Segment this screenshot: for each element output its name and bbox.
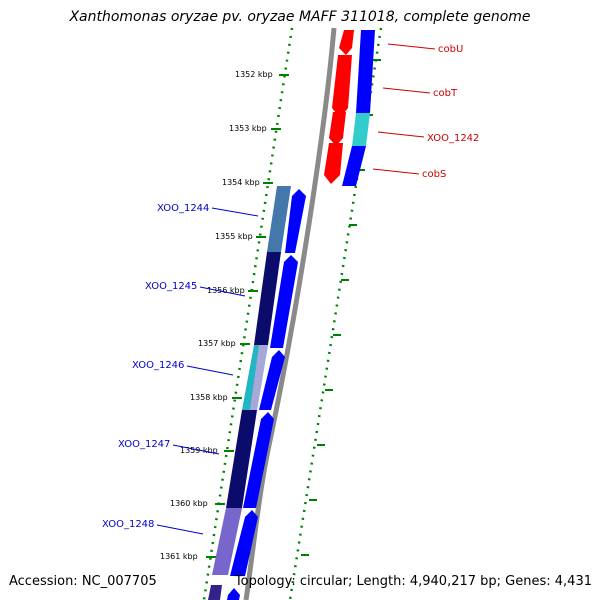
gene-arrow-6-forward[interactable] xyxy=(227,588,240,600)
lower-genes-reverse xyxy=(208,186,291,600)
gene-block-XOO_1245-reverse[interactable] xyxy=(254,252,281,345)
label-text-XOO_1246[interactable]: XOO_1246 xyxy=(132,360,184,371)
dotted-track-left xyxy=(202,27,294,600)
ruler-label-1361: 1361 kbp xyxy=(160,552,198,561)
ruler-label-1358: 1358 kbp xyxy=(190,393,228,402)
gene-block-cobT2-reverse[interactable] xyxy=(329,112,346,146)
gene-arrow-5-forward[interactable] xyxy=(230,510,258,576)
ruler-label-1354: 1354 kbp xyxy=(222,178,260,187)
ruler-tick-1352: 1352 kbp xyxy=(235,70,289,79)
topology-text: Topology: circular; Length: 4,940,217 bp… xyxy=(234,574,592,589)
label-cobU[interactable]: cobU xyxy=(387,43,463,55)
gene-block-cobT-reverse[interactable] xyxy=(332,55,352,118)
label-XOO_1242[interactable]: XOO_1242 xyxy=(377,131,479,144)
ruler-label-1356: 1356 kbp xyxy=(207,286,245,295)
label-XOO_1248[interactable]: XOO_1248 xyxy=(102,519,204,535)
label-XOO_1246[interactable]: XOO_1246 xyxy=(132,360,234,376)
gene-block-cobU-forward[interactable] xyxy=(356,30,375,113)
gene-block-cobS-reverse[interactable] xyxy=(324,143,343,184)
gene-arrow-3-forward[interactable] xyxy=(259,350,285,410)
gene-block-XOO_1247-reverse[interactable] xyxy=(226,410,257,508)
label-text-XOO_1247[interactable]: XOO_1247 xyxy=(118,439,170,450)
gene-block-cobU-reverse[interactable] xyxy=(339,30,354,55)
label-cobS[interactable]: cobS xyxy=(372,168,446,180)
gene-block-XOO_1244-reverse[interactable] xyxy=(267,186,291,252)
gene-block-XOO_1242-forward[interactable] xyxy=(352,113,370,146)
ruler-tick-1355: 1355 kbp xyxy=(215,232,266,241)
label-XOO_1247[interactable]: XOO_1247 xyxy=(118,439,220,455)
accession-text: Accession: NC_007705 xyxy=(9,574,157,589)
ruler-label-1360: 1360 kbp xyxy=(170,499,208,508)
ruler-label-1353: 1353 kbp xyxy=(229,124,267,133)
right-track-ticks xyxy=(301,59,381,556)
label-text-XOO_1242[interactable]: XOO_1242 xyxy=(427,133,479,144)
label-text-XOO_1244[interactable]: XOO_1244 xyxy=(157,203,209,214)
gene-arrow-1-forward[interactable] xyxy=(285,189,306,253)
label-XOO_1245[interactable]: XOO_1245 xyxy=(145,281,246,297)
ruler-tick-1360: 1360 kbp xyxy=(170,499,225,508)
genome-title: Xanthomonas oryzae pv. oryzae MAFF 31101… xyxy=(69,9,531,25)
upper-genes-forward xyxy=(342,30,375,186)
ruler-tick-1357: 1357 kbp xyxy=(198,339,250,348)
ruler-tick-1361: 1361 kbp xyxy=(160,552,216,561)
gene-block-cobS-forward[interactable] xyxy=(342,146,366,186)
label-text-cobT[interactable]: cobT xyxy=(433,88,458,99)
gene-block-tail-reverse[interactable] xyxy=(208,585,222,600)
ruler-tick-1359: 1359 kbp xyxy=(180,446,234,455)
ruler-label-1352: 1352 kbp xyxy=(235,70,273,79)
label-text-XOO_1245[interactable]: XOO_1245 xyxy=(145,281,197,292)
lower-genes-forward xyxy=(227,189,306,600)
ruler-tick-1354: 1354 kbp xyxy=(222,178,273,187)
label-cobT[interactable]: cobT xyxy=(382,87,458,99)
label-text-cobS[interactable]: cobS xyxy=(422,169,446,180)
genome-backbone xyxy=(243,27,337,600)
ruler-tick-1356: 1356 kbp xyxy=(207,286,258,295)
label-text-XOO_1248[interactable]: XOO_1248 xyxy=(102,519,154,530)
ruler-label-1357: 1357 kbp xyxy=(198,339,236,348)
ruler-label-1355: 1355 kbp xyxy=(215,232,253,241)
ruler-tick-1353: 1353 kbp xyxy=(229,124,281,133)
label-text-cobU[interactable]: cobU xyxy=(438,44,463,55)
ruler-tick-1358: 1358 kbp xyxy=(190,393,242,402)
gene-arrow-4-forward[interactable] xyxy=(243,412,274,508)
label-XOO_1244[interactable]: XOO_1244 xyxy=(157,203,259,217)
gene-block-XOO_1246b-reverse[interactable] xyxy=(250,345,268,410)
gene-block-XOO_1248-reverse[interactable] xyxy=(212,508,242,575)
gene-arrow-2-forward[interactable] xyxy=(270,255,298,348)
upper-genes-reverse xyxy=(324,30,354,184)
